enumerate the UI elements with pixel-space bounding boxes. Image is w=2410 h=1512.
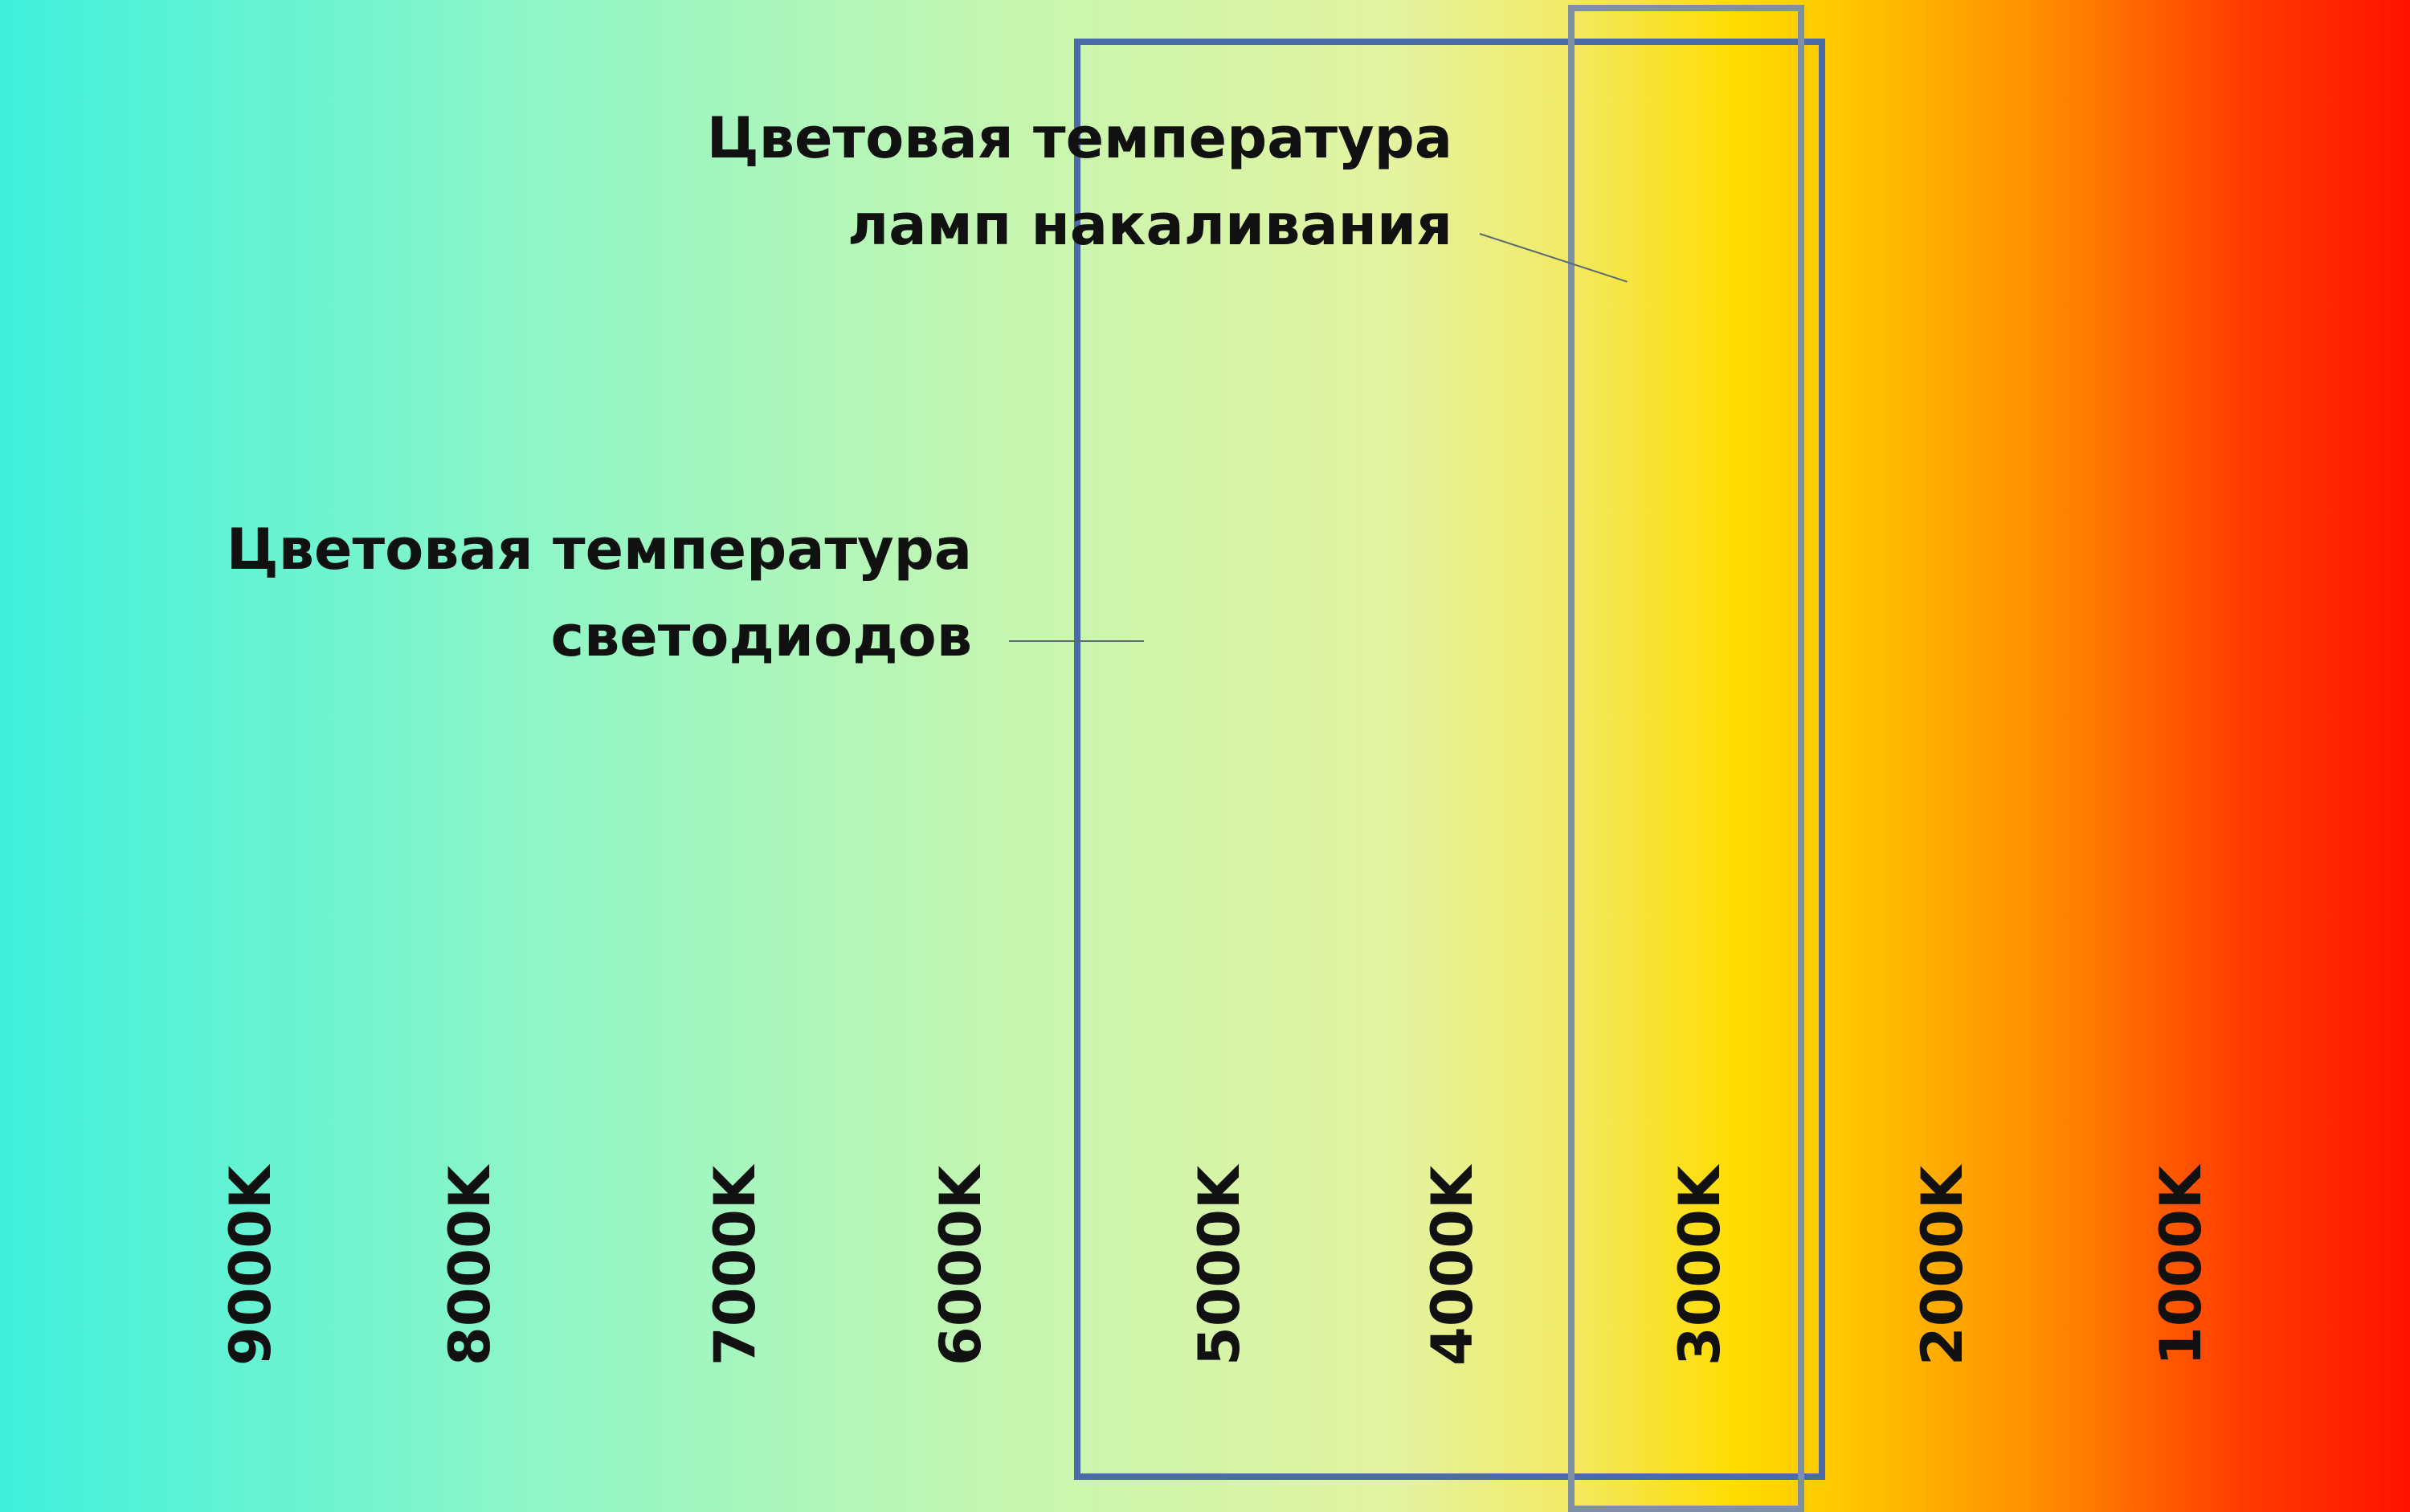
incandescent-caption-line2: ламп накаливания (847, 192, 1452, 258)
incandescent-caption-line1: Цветовая температура (706, 105, 1452, 171)
led-caption-line2: светодиодов (550, 603, 972, 669)
scale-label-text: 1000K (2148, 1165, 2214, 1366)
scale-label-text: 7000K (702, 1165, 768, 1366)
led-caption: Цветовая температура светодиодов (227, 506, 972, 680)
scale-label-text: 4000K (1419, 1165, 1485, 1366)
scale-label-text: 6000K (928, 1165, 994, 1366)
scale-label-text: 5000K (1187, 1165, 1252, 1366)
led-leader-line (1009, 640, 1144, 642)
scale-label-text: 9000K (218, 1165, 284, 1366)
led-temperature-range-frame (1074, 39, 1825, 1480)
led-caption-line1: Цветовая температура (226, 517, 972, 582)
scale-label-text: 3000K (1667, 1165, 1733, 1366)
scale-label-text: 2000K (1910, 1165, 1975, 1366)
incandescent-temperature-range-frame (1568, 5, 1804, 1512)
incandescent-caption: Цветовая температура ламп накаливания (707, 95, 1452, 268)
scale-label-text: 8000K (437, 1165, 503, 1366)
